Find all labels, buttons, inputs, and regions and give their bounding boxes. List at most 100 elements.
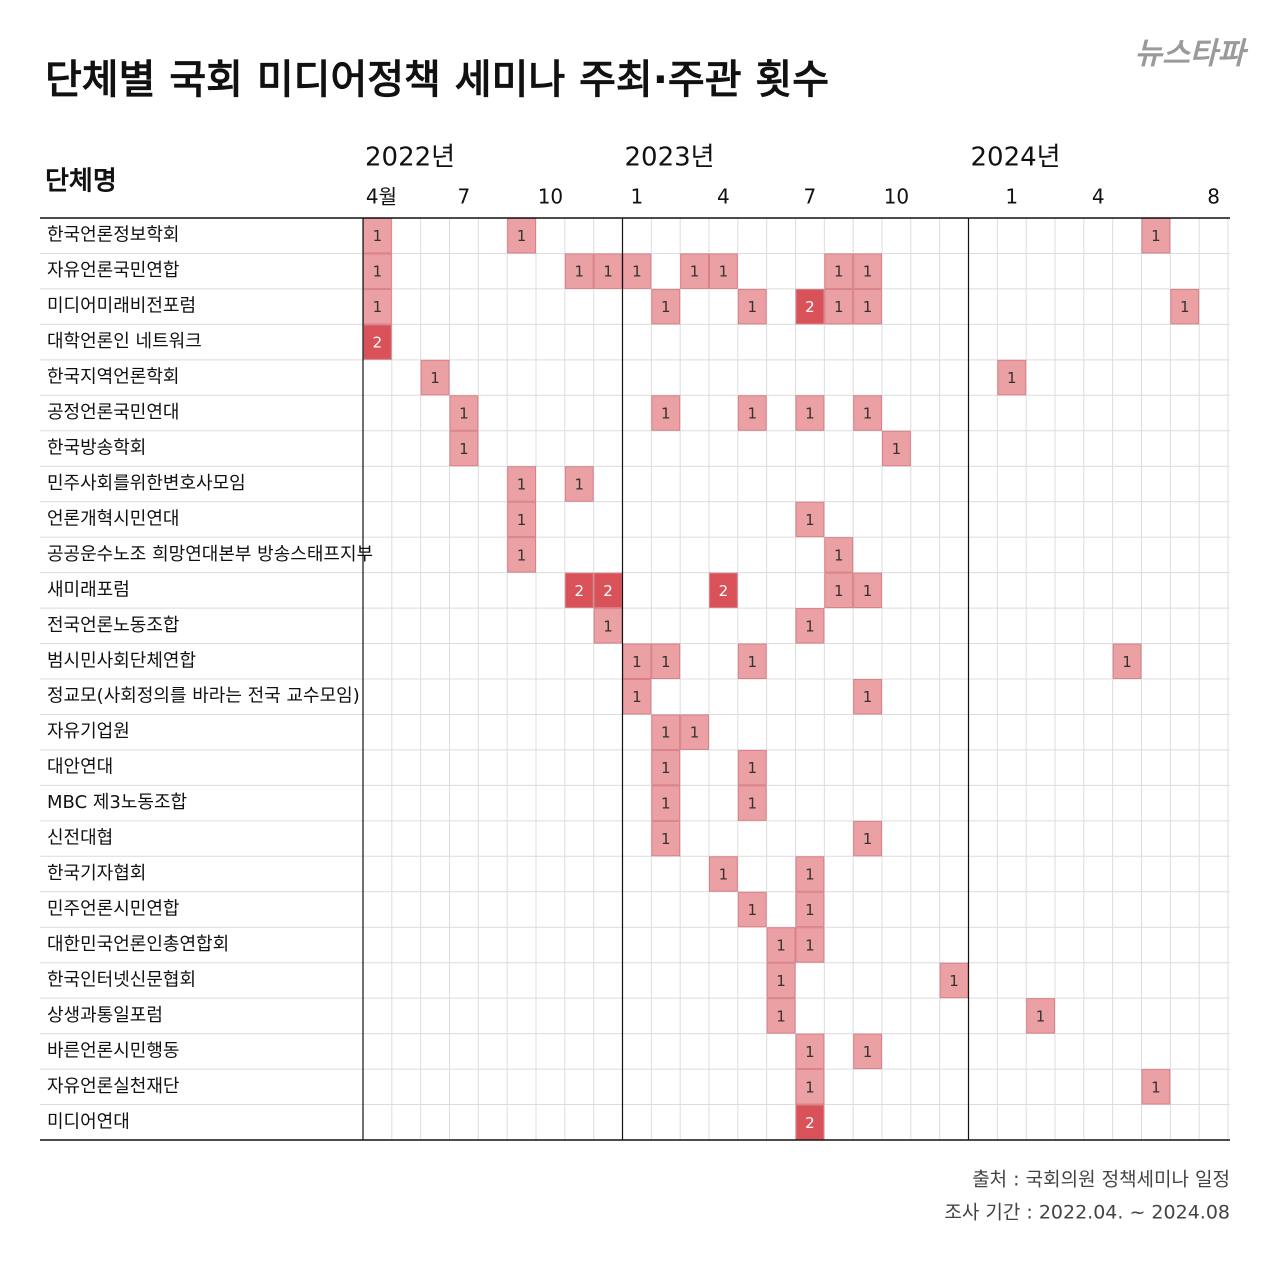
cell	[1112, 643, 1142, 679]
cell-label: 1	[805, 936, 815, 954]
cell	[795, 288, 825, 325]
row-label: 공공운수노조 희망연대본부 방송스태프지부	[47, 544, 373, 565]
cell	[997, 359, 1027, 396]
cell-label: 1	[747, 298, 757, 316]
cell	[709, 856, 738, 892]
cell	[795, 891, 825, 928]
cell	[564, 572, 594, 609]
cell	[853, 1033, 883, 1070]
cell	[622, 643, 652, 679]
cell	[766, 927, 796, 963]
cell	[363, 253, 392, 289]
cell	[709, 253, 738, 289]
month-label: 7	[458, 185, 471, 209]
cell-label: 2	[603, 582, 613, 600]
cell-label: 1	[373, 298, 383, 316]
cell-label: 1	[632, 653, 642, 671]
row-label: 신전대협	[47, 828, 113, 849]
cell-label: 1	[805, 405, 815, 423]
row-label: 대학언론인 네트워크	[47, 331, 202, 352]
cell-label: 1	[661, 298, 671, 316]
cell-label: 1	[661, 795, 671, 813]
cell-label: 1	[517, 546, 527, 564]
cell	[824, 253, 854, 289]
month-label: 10	[884, 185, 909, 209]
cell-label: 1	[863, 830, 873, 848]
cell-label: 1	[1151, 227, 1161, 245]
cell-label: 1	[574, 475, 584, 493]
cell-label: 1	[747, 405, 757, 423]
cell	[651, 643, 681, 679]
cell	[651, 749, 681, 786]
cell	[795, 856, 825, 892]
cell	[795, 927, 825, 963]
month-label: 8	[1207, 185, 1220, 209]
cell	[507, 537, 536, 573]
row-label: 한국언론정보학회	[47, 225, 179, 246]
month-label: 4월	[366, 185, 397, 209]
cell-label: 1	[661, 759, 671, 777]
cell-label: 1	[892, 440, 902, 458]
row-label: 자유기업원	[47, 721, 130, 742]
chart-title: 단체별 국회 미디어정책 세미나 주최·주관 횟수	[45, 57, 829, 103]
row-label: 민주언론시민연합	[47, 899, 179, 920]
cell-label: 1	[776, 972, 786, 990]
cell	[420, 359, 450, 396]
cell	[737, 749, 767, 786]
cell-label: 1	[863, 688, 873, 706]
cell-label: 2	[719, 582, 729, 600]
row-label: 미디어미래비전포럼	[47, 296, 196, 317]
cell	[737, 395, 767, 431]
cell-label: 1	[632, 688, 642, 706]
cell	[795, 608, 825, 644]
cell-label: 1	[776, 936, 786, 954]
cell-label: 1	[949, 972, 959, 990]
month-label: 1	[631, 185, 644, 209]
cell-label: 1	[747, 653, 757, 671]
cell-label: 1	[805, 1078, 815, 1096]
cell-label: 1	[661, 405, 671, 423]
cell	[564, 466, 594, 502]
cell-label: 1	[373, 227, 383, 245]
cell	[1141, 218, 1171, 254]
cell-label: 1	[1151, 1078, 1161, 1096]
cell	[1026, 998, 1055, 1034]
row-label: 대한민국언론인총연합회	[47, 934, 229, 955]
month-label: 4	[717, 185, 730, 209]
cell	[853, 820, 883, 857]
cell-label: 1	[574, 263, 584, 281]
cell	[1170, 288, 1200, 325]
cell	[795, 501, 825, 538]
year-label: 2022년	[365, 143, 455, 173]
row-label: 정교모(사회정의를 바라는 전국 교수모임)	[47, 686, 360, 707]
cell-label: 1	[834, 582, 844, 600]
cell-label: 1	[661, 830, 671, 848]
month-label: 1	[1005, 185, 1018, 209]
cell	[622, 679, 652, 715]
cell	[363, 218, 392, 254]
cell-label: 1	[517, 227, 527, 245]
cell	[853, 253, 883, 289]
cell	[882, 430, 911, 467]
cell	[737, 643, 767, 679]
cell-label: 1	[747, 901, 757, 919]
cell-label: 1	[661, 724, 671, 742]
row-label: 한국기자협회	[47, 863, 146, 884]
cell-label: 1	[805, 866, 815, 884]
row-label: 새미래포럼	[47, 579, 130, 600]
cell	[824, 288, 854, 325]
cell-label: 1	[517, 475, 527, 493]
logo: 뉴스타파	[1135, 37, 1249, 72]
cell-label: 1	[1122, 653, 1132, 671]
cell-label: 1	[690, 263, 700, 281]
year-label: 2023년	[625, 143, 715, 173]
row-label: 한국지역언론학회	[47, 367, 179, 388]
row-label: 바른언론시민행동	[47, 1040, 179, 1061]
cell	[853, 572, 883, 609]
cell	[795, 1033, 825, 1070]
cell	[363, 324, 392, 360]
cell	[853, 679, 883, 715]
cell	[795, 1069, 825, 1105]
cell	[449, 395, 479, 431]
